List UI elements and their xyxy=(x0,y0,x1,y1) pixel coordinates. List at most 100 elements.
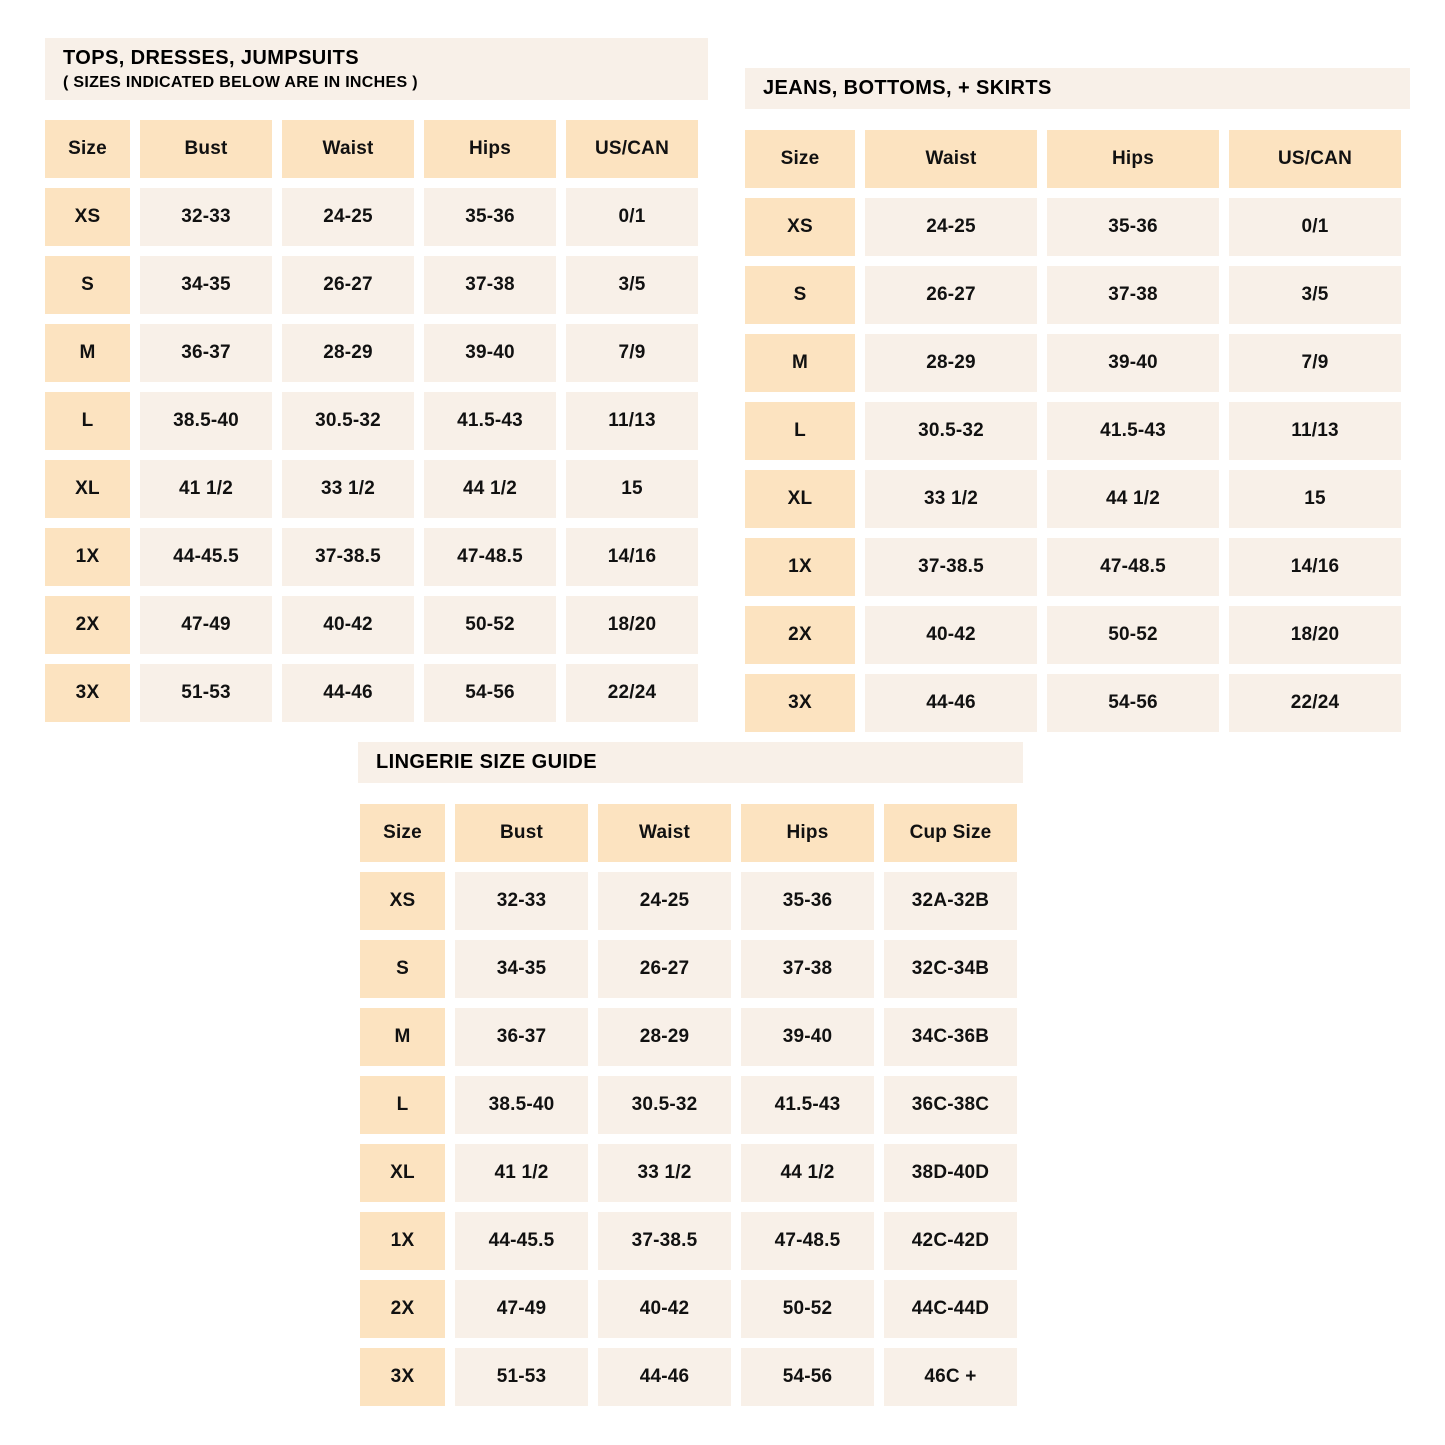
column-header-hips: Hips xyxy=(741,804,874,862)
table-row: 2X 40-42 50-52 18/20 xyxy=(745,606,1410,664)
measurement-cell: 37-38.5 xyxy=(282,528,414,586)
measurement-cell: 3/5 xyxy=(1229,266,1401,324)
column-header-size: Size xyxy=(745,130,855,188)
table-header-row: Size Bust Waist Hips US/CAN xyxy=(45,120,708,178)
size-label-cell: XL xyxy=(45,460,130,518)
measurement-cell: 41.5-43 xyxy=(741,1076,874,1134)
measurement-cell: 38.5-40 xyxy=(455,1076,588,1134)
column-header-size: Size xyxy=(360,804,445,862)
measurement-cell: 50-52 xyxy=(1047,606,1219,664)
table-header-row: Size Bust Waist Hips Cup Size xyxy=(360,804,1023,862)
table-row: XS 24-25 35-36 0/1 xyxy=(745,198,1410,256)
size-label-cell: XS xyxy=(745,198,855,256)
column-header-hips: Hips xyxy=(1047,130,1219,188)
column-header-hips: Hips xyxy=(424,120,556,178)
measurement-cell: 34-35 xyxy=(140,256,272,314)
size-table-jeans: JEANS, BOTTOMS, + SKIRTS Size Waist Hips US… xyxy=(745,68,1410,732)
tops-table: Size Bust Waist Hips US/CAN XS 32-33 24-25 35-36… xyxy=(45,120,708,722)
size-label-cell: 2X xyxy=(360,1280,445,1338)
measurement-cell: 34C-36B xyxy=(884,1008,1017,1066)
size-label-cell: XL xyxy=(360,1144,445,1202)
measurement-cell: 50-52 xyxy=(741,1280,874,1338)
column-header-cup-size: Cup Size xyxy=(884,804,1017,862)
measurement-cell: 24-25 xyxy=(865,198,1037,256)
lingerie-title: LINGERIE SIZE GUIDE xyxy=(376,750,597,773)
measurement-cell: 44-46 xyxy=(598,1348,731,1406)
measurement-cell: 41 1/2 xyxy=(455,1144,588,1202)
measurement-cell: 24-25 xyxy=(282,188,414,246)
measurement-cell: 44-46 xyxy=(282,664,414,722)
measurement-cell: 33 1/2 xyxy=(865,470,1037,528)
measurement-cell: 39-40 xyxy=(741,1008,874,1066)
measurement-cell: 37-38.5 xyxy=(865,538,1037,596)
column-header-bust: Bust xyxy=(455,804,588,862)
table-row: XS 32-33 24-25 35-36 32A-32B xyxy=(360,872,1023,930)
column-header-us-can: US/CAN xyxy=(1229,130,1401,188)
measurement-cell: 40-42 xyxy=(865,606,1037,664)
measurement-cell: 33 1/2 xyxy=(598,1144,731,1202)
measurement-cell: 7/9 xyxy=(1229,334,1401,392)
measurement-cell: 47-49 xyxy=(140,596,272,654)
measurement-cell: 18/20 xyxy=(566,596,698,654)
measurement-cell: 41 1/2 xyxy=(140,460,272,518)
jeans-title: JEANS, BOTTOMS, + SKIRTS xyxy=(763,76,1052,99)
measurement-cell: 30.5-32 xyxy=(598,1076,731,1134)
measurement-cell: 32C-34B xyxy=(884,940,1017,998)
table-row: S 34-35 26-27 37-38 3/5 xyxy=(45,256,708,314)
measurement-cell: 22/24 xyxy=(1229,674,1401,732)
lingerie-table: Size Bust Waist Hips Cup Size XS 32-33 24-25 35-… xyxy=(360,804,1023,1406)
measurement-cell: 32A-32B xyxy=(884,872,1017,930)
measurement-cell: 36-37 xyxy=(140,324,272,382)
measurement-cell: 37-38 xyxy=(424,256,556,314)
measurement-cell: 38.5-40 xyxy=(140,392,272,450)
size-label-cell: 3X xyxy=(360,1348,445,1406)
tops-title-banner: TOPS, DRESSES, JUMPSUITS ( SIZES INDICAT… xyxy=(45,38,708,100)
table-row: XL 41 1/2 33 1/2 44 1/2 15 xyxy=(45,460,708,518)
measurement-cell: 11/13 xyxy=(566,392,698,450)
measurement-cell: 26-27 xyxy=(598,940,731,998)
measurement-cell: 38D-40D xyxy=(884,1144,1017,1202)
size-label-cell: L xyxy=(45,392,130,450)
measurement-cell: 42C-42D xyxy=(884,1212,1017,1270)
measurement-cell: 46C + xyxy=(884,1348,1017,1406)
column-header-us-can: US/CAN xyxy=(566,120,698,178)
column-header-bust: Bust xyxy=(140,120,272,178)
measurement-cell: 44-45.5 xyxy=(455,1212,588,1270)
measurement-cell: 35-36 xyxy=(424,188,556,246)
table-row: S 26-27 37-38 3/5 xyxy=(745,266,1410,324)
tops-subtitle: ( SIZES INDICATED BELOW ARE IN INCHES ) xyxy=(63,74,418,92)
table-row: M 36-37 28-29 39-40 34C-36B xyxy=(360,1008,1023,1066)
size-label-cell: S xyxy=(360,940,445,998)
size-table-lingerie: LINGERIE SIZE GUIDE Size Bust Waist Hips Cup… xyxy=(358,742,1023,1406)
measurement-cell: 28-29 xyxy=(282,324,414,382)
measurement-cell: 30.5-32 xyxy=(282,392,414,450)
column-header-waist: Waist xyxy=(865,130,1037,188)
measurement-cell: 32-33 xyxy=(455,872,588,930)
measurement-cell: 41.5-43 xyxy=(1047,402,1219,460)
measurement-cell: 14/16 xyxy=(566,528,698,586)
size-label-cell: XS xyxy=(45,188,130,246)
measurement-cell: 28-29 xyxy=(865,334,1037,392)
measurement-cell: 54-56 xyxy=(1047,674,1219,732)
size-label-cell: M xyxy=(45,324,130,382)
measurement-cell: 26-27 xyxy=(282,256,414,314)
measurement-cell: 54-56 xyxy=(741,1348,874,1406)
measurement-cell: 7/9 xyxy=(566,324,698,382)
table-row: XL 41 1/2 33 1/2 44 1/2 38D-40D xyxy=(360,1144,1023,1202)
measurement-cell: 51-53 xyxy=(455,1348,588,1406)
column-header-waist: Waist xyxy=(282,120,414,178)
measurement-cell: 28-29 xyxy=(598,1008,731,1066)
measurement-cell: 0/1 xyxy=(566,188,698,246)
size-label-cell: 1X xyxy=(360,1212,445,1270)
table-row: 3X 51-53 44-46 54-56 46C + xyxy=(360,1348,1023,1406)
table-row: L 38.5-40 30.5-32 41.5-43 36C-38C xyxy=(360,1076,1023,1134)
size-label-cell: 3X xyxy=(745,674,855,732)
measurement-cell: 0/1 xyxy=(1229,198,1401,256)
measurement-cell: 47-48.5 xyxy=(424,528,556,586)
measurement-cell: 54-56 xyxy=(424,664,556,722)
column-header-size: Size xyxy=(45,120,130,178)
column-header-waist: Waist xyxy=(598,804,731,862)
table-row: 2X 47-49 40-42 50-52 44C-44D xyxy=(360,1280,1023,1338)
table-row: 3X 51-53 44-46 54-56 22/24 xyxy=(45,664,708,722)
table-row: 1X 44-45.5 37-38.5 47-48.5 14/16 xyxy=(45,528,708,586)
